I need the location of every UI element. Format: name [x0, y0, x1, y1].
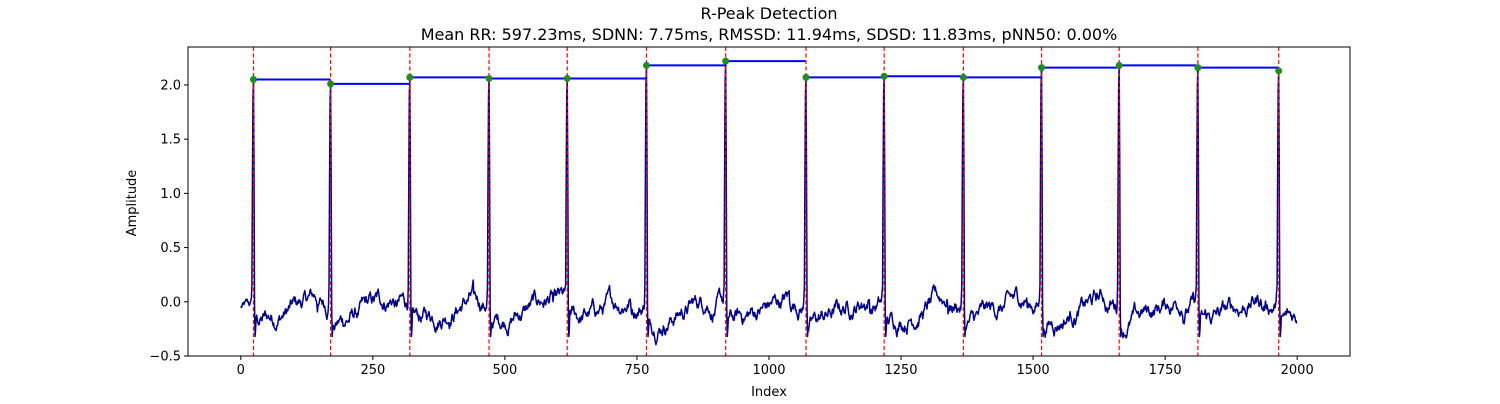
x-tick-label: 250 [360, 363, 385, 378]
r-peak-point [249, 76, 257, 84]
r-peak-point [1115, 61, 1123, 69]
r-peak-point [327, 80, 335, 88]
y-tick-label: 2.0 [160, 78, 181, 93]
x-tick-label: 500 [492, 363, 517, 378]
plot-frame [187, 46, 1351, 357]
x-tick-label: 0 [237, 363, 245, 378]
chart-title: R-Peak Detection [700, 4, 837, 23]
y-tick-label: 1.0 [160, 187, 181, 202]
x-tick-label: 1000 [752, 363, 785, 378]
y-tick-label: 0.5 [160, 241, 181, 256]
r-peak-point [802, 73, 810, 81]
x-tick-label: 1750 [1149, 363, 1182, 378]
x-tick-label: 2000 [1281, 363, 1314, 378]
y-tick-label: −0.5 [149, 350, 181, 365]
r-peak-point [1275, 67, 1283, 75]
y-tick-label: 1.5 [160, 133, 181, 148]
r-peak-point [1194, 64, 1202, 72]
r-peak-point [959, 73, 967, 81]
r-peak-point [880, 72, 888, 80]
r-peak-point [642, 61, 650, 69]
r-peak-point [1038, 64, 1046, 72]
r-peak-point [485, 74, 493, 82]
x-axis-label: Index [751, 385, 787, 400]
y-tick-label: 0.0 [160, 295, 181, 310]
r-peak-point [406, 73, 414, 81]
x-tick-label: 750 [625, 363, 650, 378]
ecg-signal-line [240, 60, 1298, 346]
y-axis-label: Amplitude [125, 170, 140, 237]
x-tick-label: 1500 [1017, 363, 1050, 378]
chart-subtitle: Mean RR: 597.23ms, SDNN: 7.75ms, RMSSD: … [421, 25, 1118, 44]
x-tick-label: 1250 [884, 363, 917, 378]
r-peak-point [722, 57, 730, 65]
r-peak-point [563, 74, 571, 82]
